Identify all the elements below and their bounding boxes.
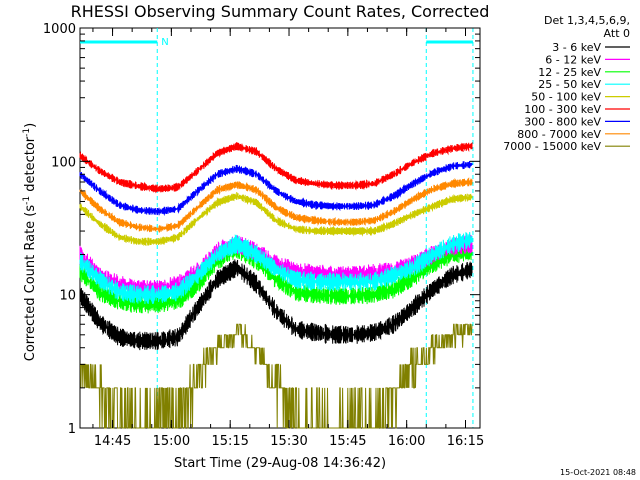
legend-entry: 300 - 800 keV <box>524 115 601 128</box>
legend-entry: 3 - 6 keV <box>552 41 601 54</box>
y-tick-label: 1 <box>68 422 76 437</box>
footer-date: 15-Oct-2021 08:48 <box>560 468 636 477</box>
y-tick-label: 10 <box>59 289 76 304</box>
series-line <box>79 160 473 217</box>
legend-entry: 100 - 300 keV <box>524 103 601 116</box>
flag-markers: N <box>80 28 474 428</box>
legend-header: Det 1,3,4,5,6,9, <box>544 14 630 27</box>
x-tick-label: 16:15 <box>447 434 484 449</box>
x-tick-label: 16:00 <box>388 434 425 449</box>
axes: 14:45 15:00 15:15 15:30 15:45 16:00 16:15 1 10 10… <box>43 22 484 449</box>
series-line <box>79 232 473 305</box>
legend-entry: 25 - 50 keV <box>538 78 601 91</box>
night-flag-label: N <box>161 37 168 48</box>
legend-entry: 800 - 7000 keV <box>517 128 601 141</box>
series-line <box>79 259 473 351</box>
legend-entry: 7000 - 15000 keV <box>503 140 601 153</box>
y-tick-label: 100 <box>51 155 76 170</box>
plot-frame <box>79 27 481 429</box>
legend-entry: 50 - 100 keV <box>531 91 601 104</box>
x-tick-label: 15:15 <box>211 434 248 449</box>
series-layer <box>79 141 473 429</box>
legend-header: Att 0 <box>604 27 630 40</box>
x-tick-label: 15:30 <box>270 434 307 449</box>
legend-entry: 6 - 12 keV <box>545 53 601 66</box>
y-tick-label: 1000 <box>43 22 76 37</box>
legend-entry: 12 - 25 keV <box>538 66 601 79</box>
x-axis-label: Start Time (29-Aug-08 14:36:42) <box>174 456 386 471</box>
series-line <box>79 141 473 194</box>
plot-border <box>79 27 481 429</box>
x-tick-label: 15:45 <box>329 434 366 449</box>
series-line <box>79 240 473 314</box>
y-axis-label: Corrected Count Rate (s-1 detector-1) <box>22 123 38 361</box>
series-line <box>79 192 473 247</box>
x-tick-label: 14:45 <box>94 434 131 449</box>
series-line <box>80 323 473 429</box>
series-line <box>79 177 473 233</box>
x-tick-label: 15:00 <box>153 434 190 449</box>
chart-title: RHESSI Observing Summary Count Rates, Co… <box>71 2 490 21</box>
